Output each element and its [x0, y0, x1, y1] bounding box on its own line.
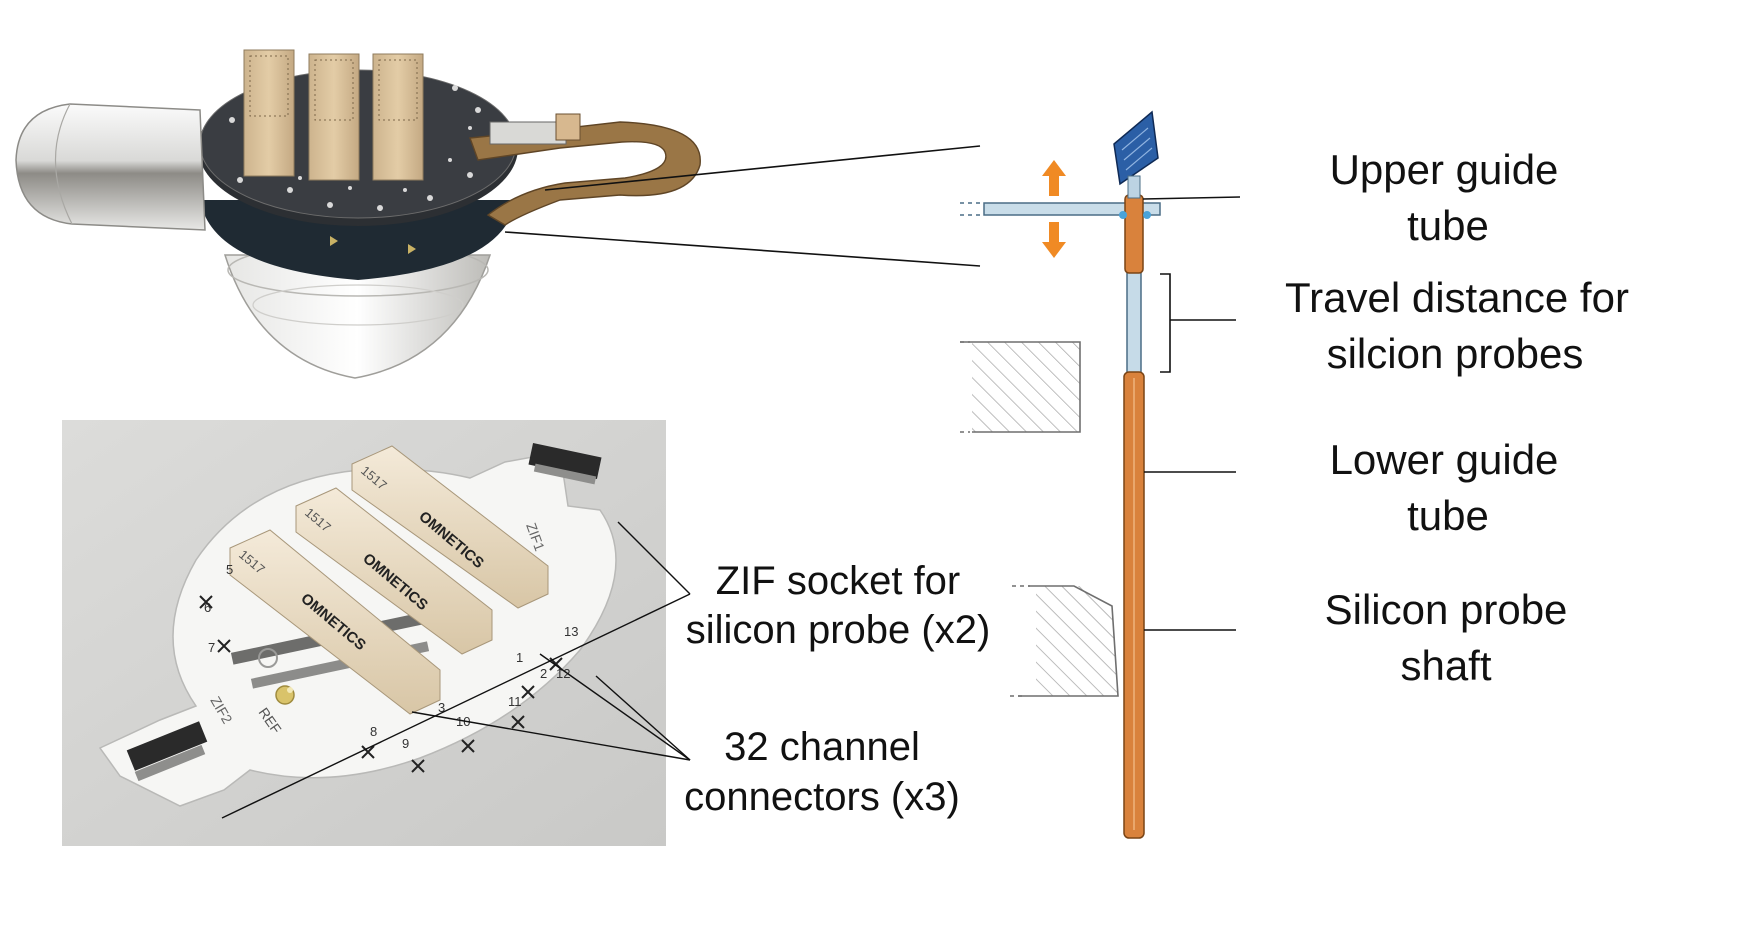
- zoom-line-upper: [544, 145, 981, 191]
- svg-text:12: 12: [556, 666, 570, 681]
- pcb-photo: ZIF1 ZIF2 OMNETICS 1517 OMNETICS 1517 OM…: [62, 420, 666, 846]
- svg-text:2: 2: [540, 666, 547, 681]
- svg-text:3: 3: [438, 700, 445, 715]
- render-connector-1: [243, 49, 295, 177]
- svg-text:1: 1: [516, 650, 523, 665]
- motion-arrows: [1042, 160, 1066, 258]
- photo-callout-lines: [221, 521, 691, 819]
- render-zif-tab: [489, 121, 567, 145]
- label-shaft-line2: shaft: [1400, 642, 1491, 689]
- render-cone: [223, 254, 492, 379]
- label-conn-line1: 32 channel: [724, 725, 920, 769]
- schematic-callout-lines: [1142, 196, 1241, 631]
- hatched-block-lower: [1010, 585, 1119, 697]
- holder-bar: [960, 202, 1161, 216]
- label-zif-line2: silicon probe (x2): [686, 608, 991, 652]
- render-flex-cable: [469, 121, 701, 226]
- label-lower-line2: tube: [1407, 492, 1489, 539]
- svg-text:13: 13: [564, 624, 578, 639]
- label-zif-line1: ZIF socket for: [716, 559, 961, 603]
- arrow-down-icon: [1042, 222, 1066, 258]
- svg-text:9: 9: [402, 736, 409, 751]
- label-conn-line2: connectors (x3): [684, 775, 960, 819]
- hatched-block-upper: [960, 341, 1081, 433]
- svg-text:11: 11: [508, 694, 522, 709]
- render-dark-band: [200, 200, 516, 280]
- photo-mount-hole: [258, 648, 278, 668]
- render-connector-3: [372, 53, 424, 181]
- label-shaft-line1: Silicon probe: [1325, 586, 1568, 633]
- label-travel-line1: Travel distance for: [1285, 274, 1629, 321]
- svg-text:7: 7: [208, 640, 215, 655]
- label-travel-line2: silcion probes: [1327, 330, 1584, 377]
- photo-omnetics-connector-1: OMNETICS 1517: [229, 529, 441, 715]
- label-upper-line1: Upper guide: [1330, 146, 1559, 193]
- upper-guide-tube: [1124, 194, 1144, 274]
- zoom-line-lower: [504, 231, 981, 267]
- render-silver-cap: [15, 103, 206, 231]
- label-lower-line1: Lower guide: [1330, 436, 1559, 483]
- svg-text:8: 8: [370, 724, 377, 739]
- svg-text:5: 5: [226, 562, 233, 577]
- guide-tube-schematic: [960, 110, 1171, 839]
- label-upper-line2: tube: [1407, 202, 1489, 249]
- photo-pad-crosses: [199, 595, 563, 773]
- arrow-up-icon: [1042, 160, 1066, 196]
- svg-text:6: 6: [204, 600, 211, 615]
- travel-bracket: [1160, 273, 1171, 373]
- probe-thin-shaft: [1126, 271, 1142, 379]
- headstage-render: [15, 49, 701, 379]
- probe-chip: [1113, 110, 1159, 199]
- render-connector-2: [308, 53, 360, 181]
